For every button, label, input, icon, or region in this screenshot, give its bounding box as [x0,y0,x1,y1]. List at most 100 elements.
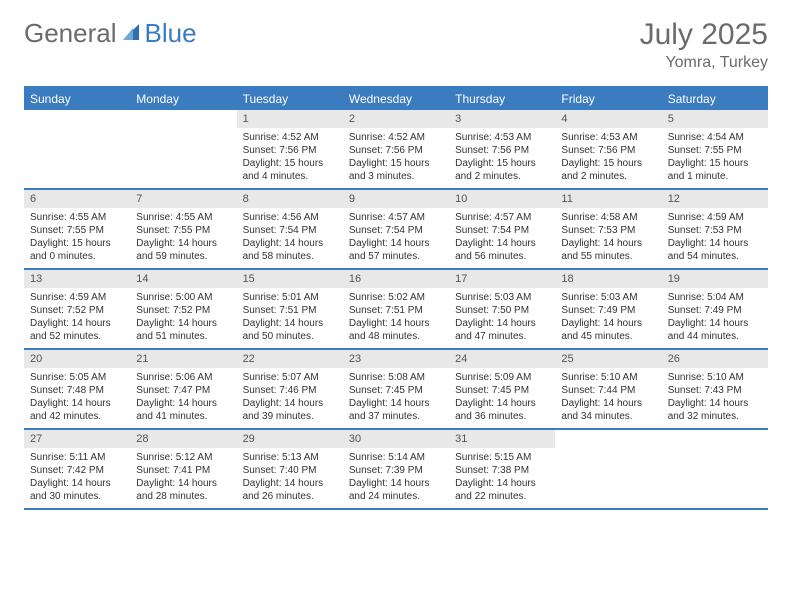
weeks-container: 1 Sunrise: 4:52 AM Sunset: 7:56 PM Daylight… [24,110,768,510]
sunrise-text: Sunrise: 5:10 AM [668,371,762,384]
sunset-text: Sunset: 7:52 PM [30,304,124,317]
sunset-text: Sunset: 7:51 PM [349,304,443,317]
day-number: 1 [237,110,343,128]
day-number: 7 [130,190,236,208]
day-body: Sunrise: 5:10 AMSunset: 7:44 PMDaylight:… [555,368,661,427]
day-cell: 23Sunrise: 5:08 AMSunset: 7:45 PMDayligh… [343,350,449,428]
day-number: 4 [555,110,661,128]
day-number: 16 [343,270,449,288]
sunset-text: Sunset: 7:40 PM [243,464,337,477]
daylight-text: Daylight: 14 hours [349,397,443,410]
sunset-text: Sunset: 7:38 PM [455,464,549,477]
sunset-text: Sunset: 7:56 PM [349,144,443,157]
sunset-text: Sunset: 7:41 PM [136,464,230,477]
sunrise-text: Sunrise: 5:11 AM [30,451,124,464]
title-block: July 2025 Yomra, Turkey [640,18,768,72]
daylight-text: and 51 minutes. [136,330,230,343]
sunset-text: Sunset: 7:39 PM [349,464,443,477]
day-cell: 15Sunrise: 5:01 AMSunset: 7:51 PMDayligh… [237,270,343,348]
daylight-text: Daylight: 14 hours [561,317,655,330]
day-number: 27 [24,430,130,448]
sunset-text: Sunset: 7:54 PM [243,224,337,237]
empty-cell [130,110,236,188]
day-cell: 8Sunrise: 4:56 AMSunset: 7:54 PMDaylight… [237,190,343,268]
daylight-text: Daylight: 14 hours [136,317,230,330]
sunrise-text: Sunrise: 5:04 AM [668,291,762,304]
day-cell: 2Sunrise: 4:52 AMSunset: 7:56 PMDaylight… [343,110,449,188]
day-cell: 28Sunrise: 5:12 AMSunset: 7:41 PMDayligh… [130,430,236,508]
daylight-text: and 28 minutes. [136,490,230,503]
daylight-text: Daylight: 14 hours [243,317,337,330]
daylight-text: and 0 minutes. [30,250,124,263]
sunrise-text: Sunrise: 5:05 AM [30,371,124,384]
sunset-text: Sunset: 7:55 PM [668,144,762,157]
daylight-text: Daylight: 14 hours [561,237,655,250]
sunrise-text: Sunrise: 5:06 AM [136,371,230,384]
daylight-text: Daylight: 14 hours [349,317,443,330]
sunset-text: Sunset: 7:54 PM [349,224,443,237]
daylight-text: and 37 minutes. [349,410,443,423]
day-header-row: SundayMondayTuesdayWednesdayThursdayFrid… [24,88,768,110]
day-cell: 11Sunrise: 4:58 AMSunset: 7:53 PMDayligh… [555,190,661,268]
sunrise-text: Sunrise: 4:55 AM [30,211,124,224]
sunrise-text: Sunrise: 4:57 AM [455,211,549,224]
sunrise-text: Sunrise: 4:52 AM [243,131,337,144]
daylight-text: and 41 minutes. [136,410,230,423]
daylight-text: and 52 minutes. [30,330,124,343]
sunset-text: Sunset: 7:42 PM [30,464,124,477]
day-cell: 27Sunrise: 5:11 AMSunset: 7:42 PMDayligh… [24,430,130,508]
day-body: Sunrise: 4:53 AMSunset: 7:56 PMDaylight:… [449,128,555,187]
brand-word-1: General [24,18,117,49]
day-body: Sunrise: 5:01 AMSunset: 7:51 PMDaylight:… [237,288,343,347]
daylight-text: Daylight: 14 hours [243,477,337,490]
day-number: 14 [130,270,236,288]
sunset-text: Sunset: 7:53 PM [668,224,762,237]
day-number: 10 [449,190,555,208]
sunset-text: Sunset: 7:43 PM [668,384,762,397]
daylight-text: and 47 minutes. [455,330,549,343]
day-body: Sunrise: 4:59 AMSunset: 7:53 PMDaylight:… [662,208,768,267]
sunrise-text: Sunrise: 5:00 AM [136,291,230,304]
sunrise-text: Sunrise: 5:12 AM [136,451,230,464]
daylight-text: and 42 minutes. [30,410,124,423]
day-body: Sunrise: 5:07 AMSunset: 7:46 PMDaylight:… [237,368,343,427]
daylight-text: Daylight: 14 hours [455,237,549,250]
sunset-text: Sunset: 7:51 PM [243,304,337,317]
day-number: 5 [662,110,768,128]
day-header: Tuesday [237,88,343,110]
day-number: 23 [343,350,449,368]
day-cell: 16Sunrise: 5:02 AMSunset: 7:51 PMDayligh… [343,270,449,348]
sunrise-text: Sunrise: 5:15 AM [455,451,549,464]
week-row: 6 Sunrise: 4:55 AMSunset: 7:55 PM Daylight… [24,190,768,270]
daylight-text: and 45 minutes. [561,330,655,343]
daylight-text: Daylight: 14 hours [668,397,762,410]
day-number: 6 [24,190,130,208]
daylight-text: Daylight: 15 hours [455,157,549,170]
daylight-text: and 44 minutes. [668,330,762,343]
day-body: Sunrise: 5:00 AMSunset: 7:52 PMDaylight:… [130,288,236,347]
day-body: Sunrise: 4:56 AMSunset: 7:54 PMDaylight:… [237,208,343,267]
daylight-text: and 26 minutes. [243,490,337,503]
daylight-text: and 58 minutes. [243,250,337,263]
sunrise-text: Sunrise: 4:58 AM [561,211,655,224]
daylight-text: Daylight: 14 hours [349,237,443,250]
day-header: Saturday [662,88,768,110]
day-cell: 31Sunrise: 5:15 AMSunset: 7:38 PMDayligh… [449,430,555,508]
day-number: 25 [555,350,661,368]
daylight-text: and 36 minutes. [455,410,549,423]
daylight-text: and 2 minutes. [455,170,549,183]
daylight-text: and 50 minutes. [243,330,337,343]
sunrise-text: Sunrise: 5:03 AM [455,291,549,304]
sail-icon [121,18,143,49]
sunset-text: Sunset: 7:44 PM [561,384,655,397]
day-cell: 10Sunrise: 4:57 AMSunset: 7:54 PMDayligh… [449,190,555,268]
day-body: Sunrise: 5:15 AMSunset: 7:38 PMDaylight:… [449,448,555,507]
daylight-text: and 55 minutes. [561,250,655,263]
location: Yomra, Turkey [640,54,768,72]
week-row: 27 Sunrise: 5:11 AMSunset: 7:42 PM Dayligh… [24,430,768,510]
day-number: 20 [24,350,130,368]
sunset-text: Sunset: 7:49 PM [561,304,655,317]
sunrise-text: Sunrise: 4:59 AM [30,291,124,304]
sunset-text: Sunset: 7:55 PM [30,224,124,237]
day-cell: 13Sunrise: 4:59 AMSunset: 7:52 PMDayligh… [24,270,130,348]
